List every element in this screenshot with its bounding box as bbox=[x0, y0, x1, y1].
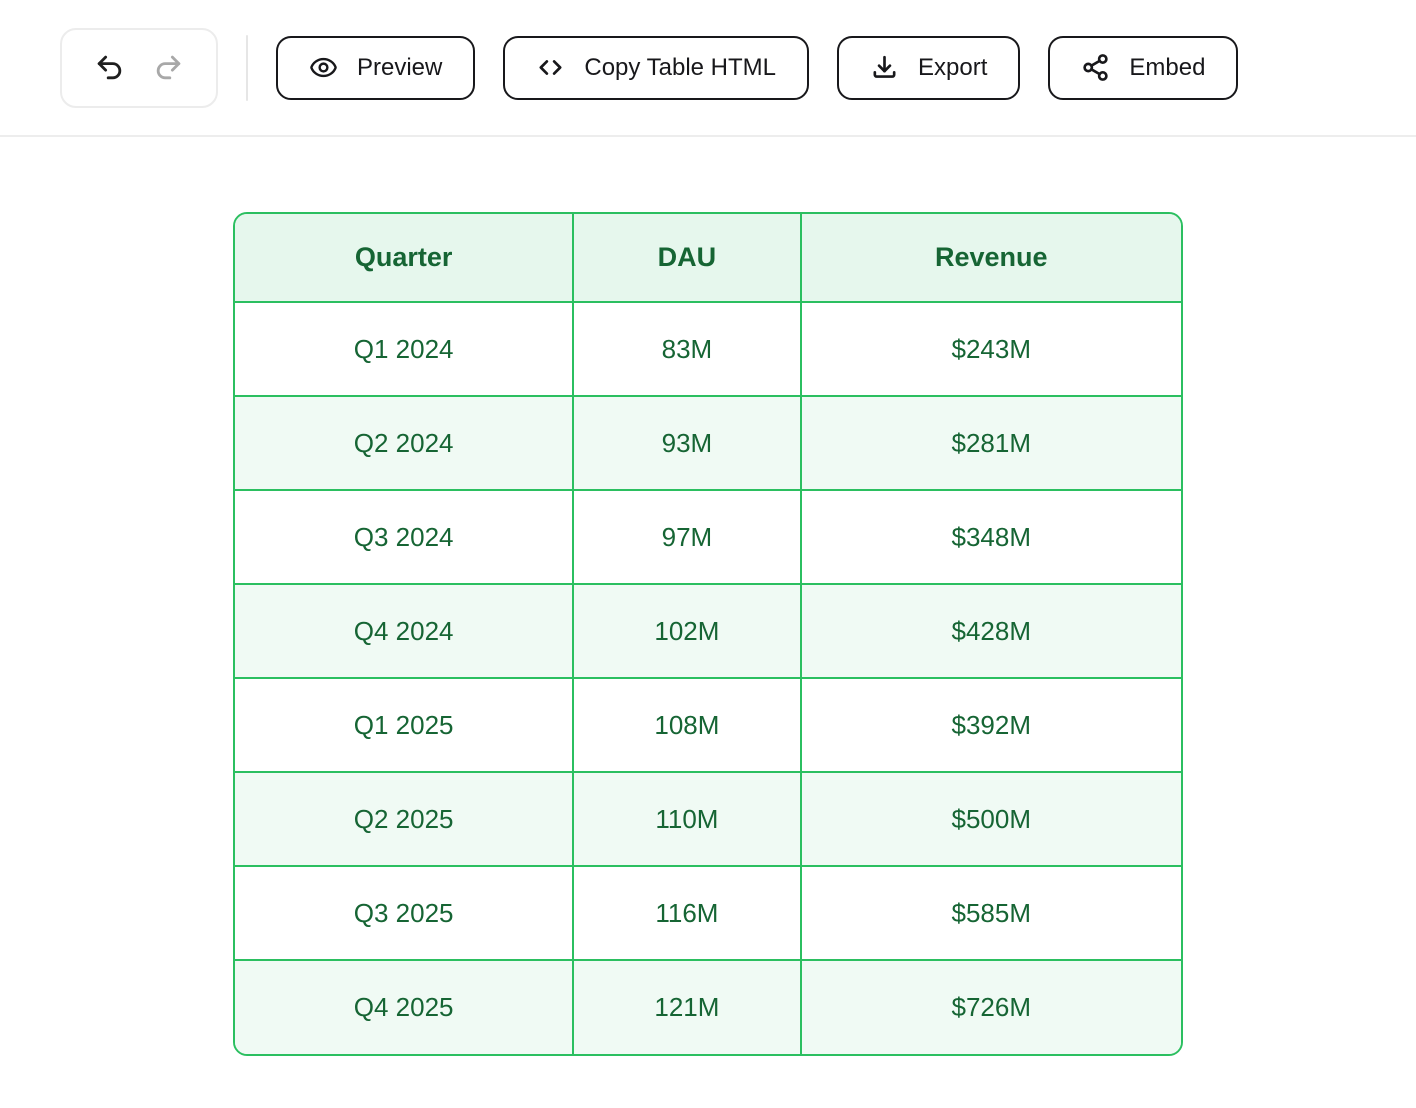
embed-button-label: Embed bbox=[1129, 53, 1206, 81]
table-row: Q1 2025 108M $392M bbox=[235, 678, 1181, 773]
table-cell[interactable]: $348M bbox=[800, 490, 1181, 585]
data-table: Quarter DAU Revenue Q1 2024 83M $243M Q2 2024… bbox=[235, 214, 1181, 1054]
table-row: Q4 2024 102M $428M bbox=[235, 584, 1181, 679]
table-row: Q3 2024 97M $348M bbox=[235, 490, 1181, 585]
table-cell[interactable]: Q2 2024 bbox=[235, 396, 575, 491]
redo-arrow-icon bbox=[153, 52, 184, 83]
code-brackets-icon bbox=[536, 53, 565, 82]
data-table-container: Quarter DAU Revenue Q1 2024 83M $243M Q2 2024… bbox=[233, 212, 1183, 1056]
table-cell[interactable]: Q4 2025 bbox=[235, 960, 575, 1054]
table-cell[interactable]: $392M bbox=[800, 678, 1181, 773]
column-header[interactable]: Quarter bbox=[235, 214, 575, 303]
table-cell[interactable]: $428M bbox=[800, 584, 1181, 679]
table-cell[interactable]: 93M bbox=[573, 396, 802, 491]
content-area: Quarter DAU Revenue Q1 2024 83M $243M Q2 2024… bbox=[0, 137, 1416, 1056]
table-cell[interactable]: 110M bbox=[573, 772, 802, 867]
table-cell[interactable]: 121M bbox=[573, 960, 802, 1054]
table-cell[interactable]: Q3 2025 bbox=[235, 866, 575, 961]
table-row: Q2 2024 93M $281M bbox=[235, 396, 1181, 491]
undo-redo-group bbox=[60, 27, 218, 108]
table-cell[interactable]: Q4 2024 bbox=[235, 584, 575, 679]
table-row: Q1 2024 83M $243M bbox=[235, 302, 1181, 397]
table-cell[interactable]: $281M bbox=[800, 396, 1181, 491]
preview-button-label: Preview bbox=[357, 53, 443, 81]
copy-table-html-button[interactable]: Copy Table HTML bbox=[503, 35, 809, 100]
column-header[interactable]: Revenue bbox=[800, 214, 1181, 303]
copy-table-html-button-label: Copy Table HTML bbox=[584, 53, 776, 81]
table-cell[interactable]: 108M bbox=[573, 678, 802, 773]
preview-button[interactable]: Preview bbox=[276, 35, 476, 100]
toolbar-divider bbox=[246, 34, 248, 101]
table-cell[interactable]: Q1 2025 bbox=[235, 678, 575, 773]
table-cell[interactable]: 116M bbox=[573, 866, 802, 961]
table-row: Q4 2025 121M $726M bbox=[235, 960, 1181, 1054]
table-cell[interactable]: $585M bbox=[800, 866, 1181, 961]
embed-button[interactable]: Embed bbox=[1048, 35, 1239, 100]
undo-arrow-icon bbox=[94, 52, 125, 83]
table-cell[interactable]: 102M bbox=[573, 584, 802, 679]
column-header[interactable]: DAU bbox=[573, 214, 802, 303]
undo-button[interactable] bbox=[94, 52, 125, 83]
eye-icon bbox=[309, 53, 338, 82]
export-button[interactable]: Export bbox=[837, 35, 1021, 100]
export-button-label: Export bbox=[918, 53, 988, 81]
share-nodes-icon bbox=[1081, 53, 1110, 82]
header-row: Quarter DAU Revenue bbox=[235, 214, 1181, 303]
table-row: Q3 2025 116M $585M bbox=[235, 866, 1181, 961]
table-row: Q2 2025 110M $500M bbox=[235, 772, 1181, 867]
table-cell[interactable]: 83M bbox=[573, 302, 802, 397]
table-cell[interactable]: Q3 2024 bbox=[235, 490, 575, 585]
table-cell[interactable]: Q2 2025 bbox=[235, 772, 575, 867]
download-icon bbox=[870, 53, 899, 82]
table-cell[interactable]: 97M bbox=[573, 490, 802, 585]
table-cell[interactable]: Q1 2024 bbox=[235, 302, 575, 397]
table-cell[interactable]: $726M bbox=[800, 960, 1181, 1054]
toolbar: Preview Copy Table HTML Export bbox=[0, 0, 1416, 137]
table-cell[interactable]: $500M bbox=[800, 772, 1181, 867]
table-cell[interactable]: $243M bbox=[800, 302, 1181, 397]
redo-button[interactable] bbox=[153, 52, 184, 83]
